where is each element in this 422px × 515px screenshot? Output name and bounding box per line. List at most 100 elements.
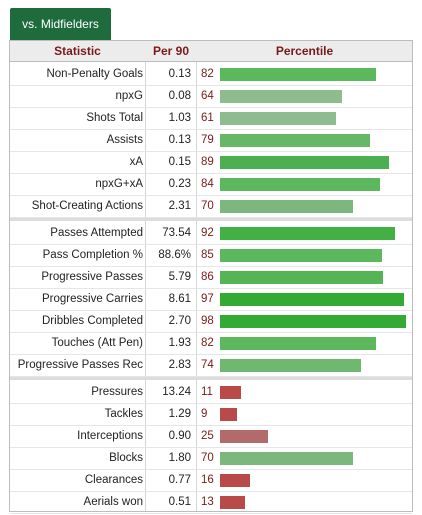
percentile-bar (220, 337, 376, 350)
row-percentile: 98 (201, 315, 214, 327)
row-percentile: 92 (201, 227, 214, 239)
row-statistic: Blocks (109, 452, 143, 464)
row-statistic: Passes Attempted (50, 227, 143, 239)
row-statistic: Pass Completion % (42, 249, 143, 261)
tab-vs-midfielders[interactable]: vs. Midfielders (10, 8, 111, 40)
row-percentile: 82 (201, 68, 214, 80)
row-percentile: 97 (201, 293, 214, 305)
percentile-bar (220, 315, 406, 328)
row-percentile: 79 (201, 134, 214, 146)
row-per90: 0.13 (168, 68, 191, 80)
row-statistic: Shots Total (86, 112, 143, 124)
row-statistic: xA (129, 156, 143, 168)
percentile-table: Statistic Per 90 Percentile Non-Penalty … (9, 40, 413, 514)
row-per90: 0.08 (168, 90, 191, 102)
group-separator (10, 377, 412, 380)
row-per90: 0.13 (168, 134, 191, 146)
percentile-bar (220, 293, 404, 306)
percentile-bar (220, 134, 370, 147)
row-per90: 1.03 (168, 112, 191, 124)
row-percentile: 82 (201, 337, 214, 349)
percentile-bar (220, 271, 383, 284)
percentile-bar (220, 156, 389, 169)
column-divider (196, 41, 197, 511)
percentile-bar (220, 474, 250, 487)
row-statistic: Dribbles Completed (42, 315, 143, 327)
table-row: Clearances 0.77 16 (10, 469, 412, 492)
row-per90: 8.61 (168, 293, 191, 305)
table-row: Assists 0.13 79 (10, 129, 412, 152)
percentile-bar (220, 430, 268, 443)
table-row: Touches (Att Pen) 1.93 82 (10, 332, 412, 355)
row-statistic: Pressures (91, 386, 143, 398)
row-percentile: 70 (201, 200, 214, 212)
row-statistic: Aerials won (83, 496, 143, 508)
row-per90: 2.31 (168, 200, 191, 212)
percentile-bar (220, 227, 395, 240)
table-row: Progressive Passes Rec 2.83 74 (10, 354, 412, 377)
header-per90: Per 90 (152, 44, 190, 58)
header-percentile: Percentile (275, 44, 334, 58)
row-percentile: 61 (201, 112, 214, 124)
row-statistic: Shot-Creating Actions (31, 200, 143, 212)
table-row: Non-Penalty Goals 0.13 82 (10, 63, 412, 86)
row-per90: 0.23 (168, 178, 191, 190)
row-per90: 1.80 (168, 452, 191, 464)
row-statistic: Clearances (84, 474, 143, 486)
row-per90: 0.77 (168, 474, 191, 486)
row-per90: 0.15 (168, 156, 191, 168)
row-percentile: 9 (201, 408, 208, 420)
percentile-bar (220, 90, 342, 103)
percentile-bar (220, 112, 336, 125)
row-statistic: Progressive Carries (42, 293, 143, 305)
row-per90: 1.29 (168, 408, 191, 420)
header-statistic: Statistic (54, 44, 101, 58)
row-statistic: Non-Penalty Goals (46, 68, 143, 80)
percentile-bar (220, 249, 382, 262)
percentile-bar (220, 452, 353, 465)
table-row: Shots Total 1.03 61 (10, 107, 412, 130)
percentile-bar (220, 178, 380, 191)
row-per90: 2.70 (168, 315, 191, 327)
row-per90: 13.24 (162, 386, 191, 398)
table-row: Progressive Carries 8.61 97 (10, 288, 412, 311)
table-header: Statistic Per 90 Percentile (10, 41, 412, 62)
row-statistic: Interceptions (77, 430, 143, 442)
row-per90: 2.83 (168, 359, 191, 371)
table-row: Pass Completion % 88.6% 85 (10, 244, 412, 267)
row-percentile: 86 (201, 271, 214, 283)
row-percentile: 70 (201, 452, 214, 464)
row-percentile: 84 (201, 178, 214, 190)
row-statistic: npxG (115, 90, 144, 102)
percentile-bar (220, 386, 241, 399)
row-per90: 73.54 (162, 227, 191, 239)
table-row: npxG 0.08 64 (10, 85, 412, 108)
row-percentile: 16 (201, 474, 214, 486)
table-row: xA 0.15 89 (10, 151, 412, 174)
row-per90: 0.51 (168, 496, 191, 508)
percentile-bar (220, 200, 353, 213)
table-row: Pressures 13.24 11 (10, 381, 412, 404)
table-row: Passes Attempted 73.54 92 (10, 222, 412, 245)
row-percentile: 11 (201, 386, 213, 398)
row-statistic: npxG+xA (95, 178, 143, 190)
row-statistic: Touches (Att Pen) (51, 337, 143, 349)
table-row: Blocks 1.80 70 (10, 447, 412, 470)
group-separator (10, 218, 412, 221)
column-divider (145, 41, 146, 511)
percentile-bar (220, 408, 237, 421)
row-percentile: 74 (201, 359, 214, 371)
row-per90: 5.79 (168, 271, 191, 283)
table-row: Shot-Creating Actions 2.31 70 (10, 195, 412, 218)
row-percentile: 89 (201, 156, 214, 168)
row-per90: 1.93 (168, 337, 191, 349)
table-row: Progressive Passes 5.79 86 (10, 266, 412, 289)
row-per90: 88.6% (158, 249, 191, 261)
row-statistic: Progressive Passes Rec (17, 359, 143, 371)
row-percentile: 13 (201, 496, 214, 508)
table-row: npxG+xA 0.23 84 (10, 173, 412, 196)
row-per90: 0.90 (168, 430, 191, 442)
table-row: Dribbles Completed 2.70 98 (10, 310, 412, 333)
table-row: Aerials won 0.51 13 (10, 491, 412, 514)
row-percentile: 25 (201, 430, 214, 442)
